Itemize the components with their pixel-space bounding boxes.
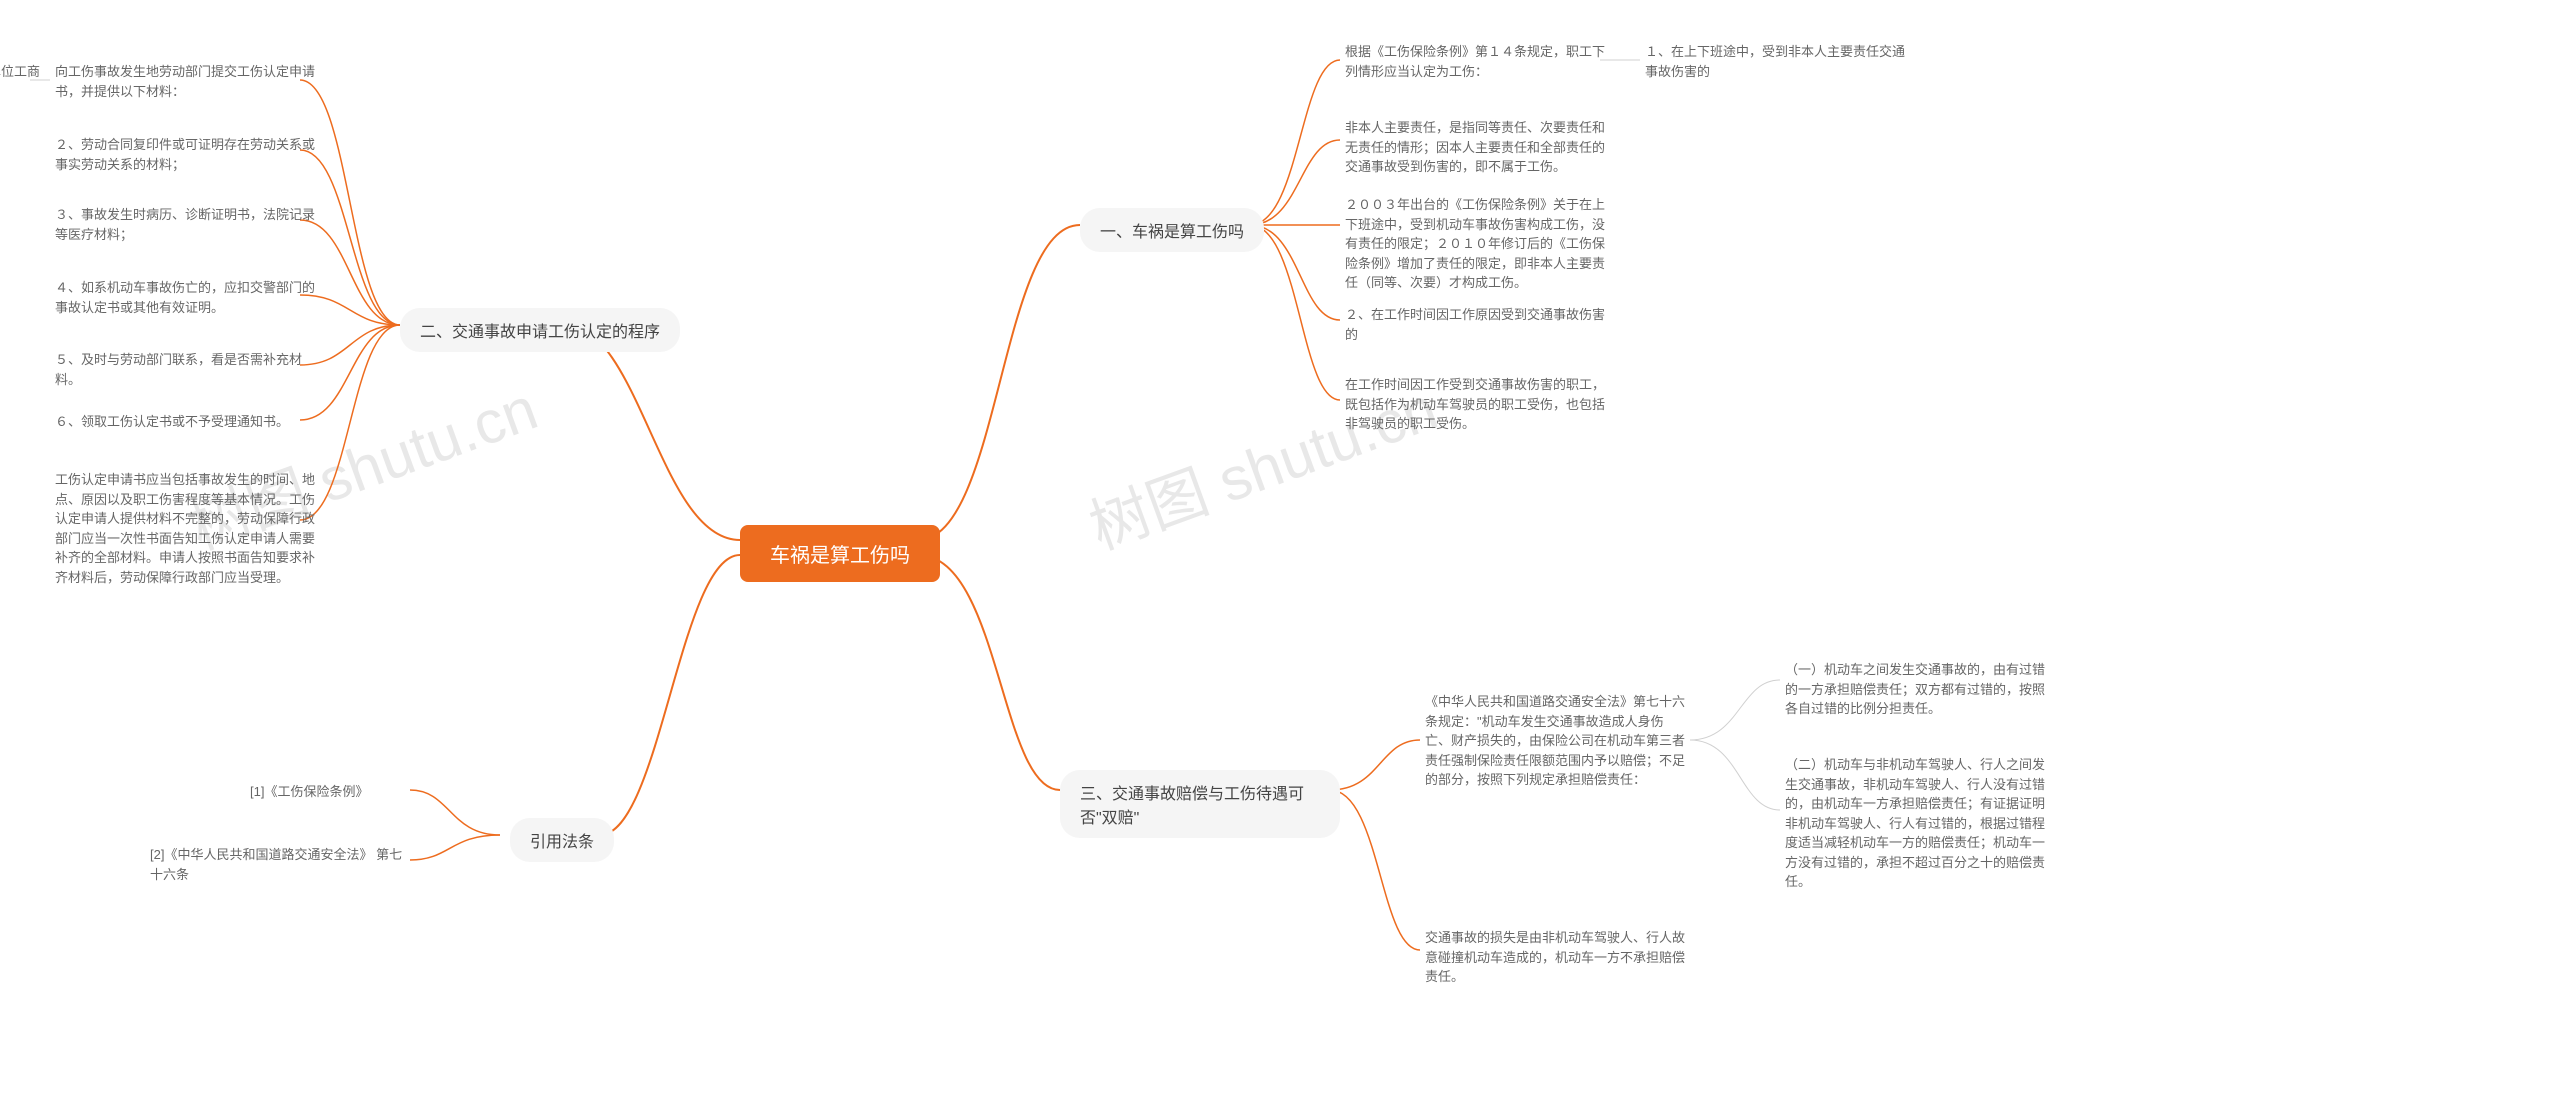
- leaf: １、在上下班途中，受到非本人主要责任交通事故伤害的: [1645, 42, 1905, 81]
- branch-1: 一、车祸是算工伤吗: [1080, 208, 1264, 252]
- branch-3: 三、交通事故赔偿与工伤待遇可否"双赔": [1060, 770, 1340, 838]
- leaf: （二）机动车与非机动车驾驶人、行人之间发生交通事故，非机动车驾驶人、行人没有过错…: [1785, 755, 2045, 892]
- leaf: 工伤认定申请书应当包括事故发生的时间、地点、原因以及职工伤害程度等基本情况。工伤…: [55, 470, 315, 587]
- leaf: ４、如系机动车事故伤亡的，应扣交警部门的事故认定书或其他有效证明。: [55, 278, 315, 317]
- branch-4: 引用法条: [510, 818, 614, 862]
- leaf: 交通事故的损失是由非机动车驾驶人、行人故意碰撞机动车造成的，机动车一方不承担赔偿…: [1425, 928, 1685, 987]
- leaf: ２、劳动合同复印件或可证明存在劳动关系或事实劳动关系的材料；: [55, 135, 315, 174]
- leaf: [2]《中华人民共和国道路交通安全法》 第七十六条: [150, 845, 410, 884]
- leaf: ２、在工作时间因工作原因受到交通事故伤害的: [1345, 305, 1605, 344]
- leaf: ２００３年出台的《工伤保险条例》关于在上下班途中，受到机动车事故伤害构成工伤，没…: [1345, 195, 1605, 293]
- branch-2: 二、交通事故申请工伤认定的程序: [400, 308, 680, 352]
- leaf: ３、事故发生时病历、诊断证明书，法院记录等医疗材料；: [55, 205, 315, 244]
- leaf: 在工作时间因工作受到交通事故伤害的职工，既包括作为机动车驾驶员的职工受伤，也包括…: [1345, 375, 1605, 434]
- mindmap-connections: [0, 0, 2560, 1105]
- leaf: （一）机动车之间发生交通事故的，由有过错的一方承担赔偿责任；双方都有过错的，按照…: [1785, 660, 2045, 719]
- leaf: ５、及时与劳动部门联系，看是否需补充材料。: [55, 350, 315, 389]
- center-node: 车祸是算工伤吗: [740, 525, 940, 582]
- leaf: 根据《工伤保险条例》第１４条规定，职工下列情形应当认定为工伤：: [1345, 42, 1605, 81]
- leaf: 向工伤事故发生地劳动部门提交工伤认定申请书，并提供以下材料：: [55, 62, 315, 101]
- leaf: [1]《工伤保险条例》: [250, 782, 368, 802]
- leaf: １、受伤职工的身份证复印件及用人单位工商登记材料；: [0, 62, 40, 101]
- leaf: 《中华人民共和国道路交通安全法》第七十六条规定："机动车发生交通事故造成人身伤亡…: [1425, 692, 1685, 790]
- leaf: 非本人主要责任，是指同等责任、次要责任和无责任的情形；因本人主要责任和全部责任的…: [1345, 118, 1605, 177]
- leaf: ６、领取工伤认定书或不予受理通知书。: [55, 412, 289, 432]
